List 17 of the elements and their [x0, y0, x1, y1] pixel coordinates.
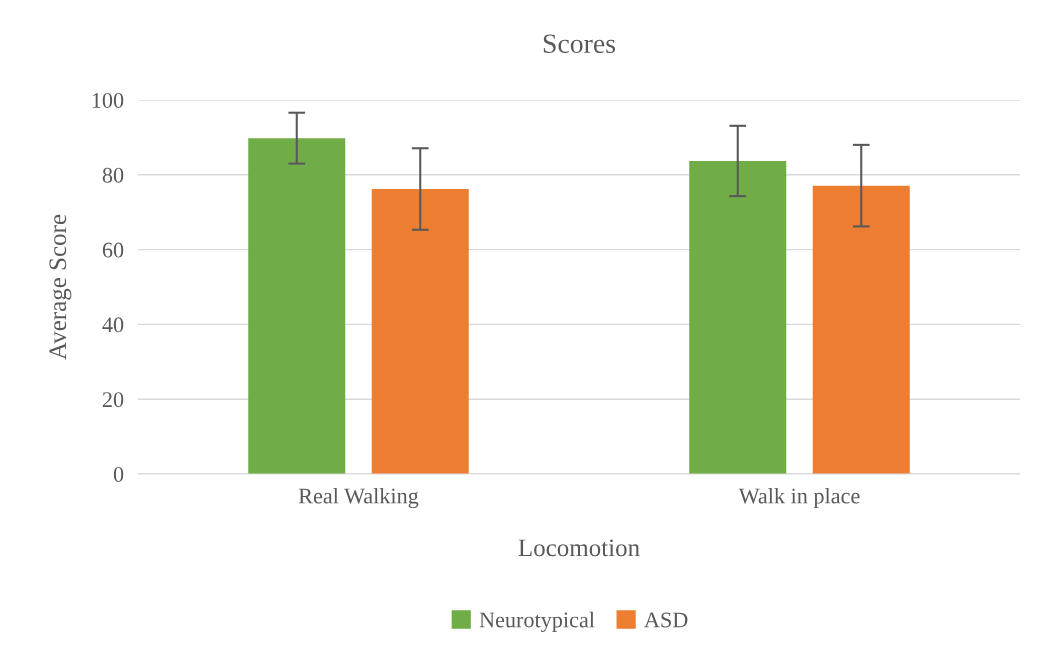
x-tick-label: Walk in place [738, 487, 860, 509]
y-tick-label: 80 [102, 167, 124, 183]
chart-title: Scores [543, 34, 616, 54]
y-tick-label: 20 [102, 392, 124, 408]
bar [248, 138, 346, 474]
x-tick-label: Real Walking [298, 487, 419, 509]
y-tick-label: 100 [92, 92, 124, 108]
bar [689, 160, 787, 474]
bar [812, 185, 910, 474]
x-axis-title: Locomotion [518, 539, 640, 557]
y-axis-title: Average Score [49, 214, 72, 360]
bar [371, 189, 469, 474]
y-tick-label: 60 [102, 242, 124, 258]
legend-label: ASD [644, 612, 688, 628]
legend-label: Neurotypical [479, 611, 595, 632]
y-tick-label: 40 [102, 317, 124, 333]
y-tick-label: 0 [113, 466, 124, 482]
